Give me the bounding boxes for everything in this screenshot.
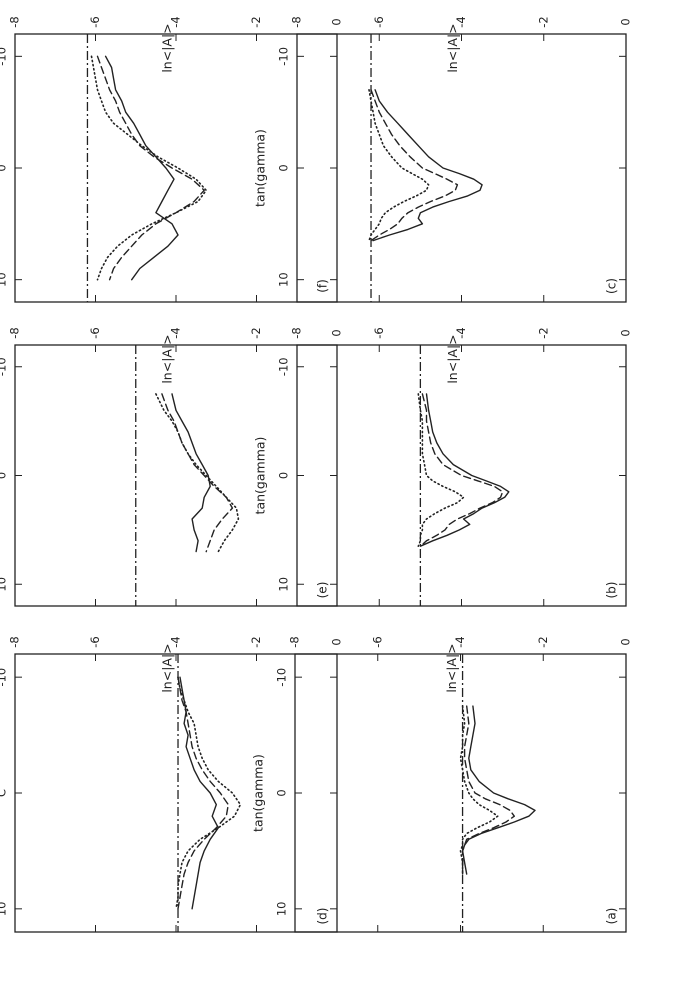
x-tick-label: 0 [275, 789, 289, 796]
panel-f: -10 0 10 0 -2 -4 -6 -8 tan(gamma) ln<|A|> (f) [0, 16, 344, 303]
series-line-dashed [96, 55, 205, 281]
x-tick-label: -10 [277, 357, 291, 376]
y-tick-label: -2 [536, 16, 550, 27]
panel-label: (f) [316, 279, 330, 293]
x-tick-label: -10 [0, 47, 9, 66]
x-tick-label: 10 [0, 902, 9, 917]
y-tick-label: -4 [454, 16, 468, 27]
y-tick-label: -8 [290, 327, 304, 338]
y-axis-title: ln<|A|> [445, 23, 460, 72]
y-tick-label: -2 [249, 327, 263, 338]
x-tick-label: -10 [0, 668, 9, 687]
panel-a: -10 0 10 0 -2 -4 -6 -8 tan(gamma) ln<|A|> (a) [251, 636, 633, 933]
series-line-dotted [459, 705, 499, 875]
x-tick-label: 0 [277, 472, 291, 479]
y-tick-label: -4 [453, 636, 467, 647]
panel-c: -10 0 10 0 -2 -4 -6 -8 tan(gamma) ln<|A|> (c) [253, 16, 633, 303]
x-tick-label: 10 [277, 272, 291, 287]
y-axis-title: ln<|A|> [160, 334, 175, 383]
x-tick-label: 0 [0, 472, 9, 479]
series-line-solid [104, 55, 179, 281]
panel-label: (c) [605, 278, 619, 294]
y-tick-label: 0 [330, 329, 344, 336]
x-tick-label: 10 [0, 577, 9, 592]
y-tick-label: 0 [619, 329, 633, 336]
y-tick-label: 0 [619, 638, 633, 645]
panel-d: -10 C 10 0 -2 -4 -6 -8 tan(gamma) ln<|A|> (d) [0, 636, 344, 933]
x-tick-label: 10 [275, 902, 289, 917]
y-tick-label: 0 [330, 18, 344, 25]
y-tick-label: -8 [8, 327, 22, 338]
x-axis-title: tan(gamma) [251, 754, 266, 832]
series-line-dashed [419, 393, 504, 547]
x-tick-label: 0 [0, 164, 9, 171]
y-tick-label: 0 [330, 638, 344, 645]
x-tick-label: 10 [277, 577, 291, 592]
y-tick-label: -2 [536, 636, 550, 647]
x-tick-label: C [0, 789, 9, 797]
series-line-solid [179, 676, 219, 910]
y-axis-title: ln<|A|> [160, 23, 175, 72]
y-tick-label: -2 [249, 636, 263, 647]
series-line-solid [372, 89, 483, 242]
y-tick-label: -2 [249, 16, 263, 27]
series-line-dotted [90, 55, 207, 281]
y-tick-label: -2 [536, 327, 550, 338]
y-tick-label: -6 [372, 16, 386, 27]
panel-label: (a) [605, 908, 619, 925]
y-axis-title: ln<|A|> [160, 643, 175, 692]
series-line-dashed [161, 393, 234, 553]
y-tick-label: -4 [169, 636, 183, 647]
y-axis-title: ln<|A|> [444, 643, 459, 692]
x-axis-title: tan(gamma) [253, 437, 268, 515]
y-tick-label: -6 [370, 636, 384, 647]
y-tick-label: -8 [8, 636, 22, 647]
panel-label: (b) [605, 582, 619, 599]
y-tick-label: -6 [88, 327, 102, 338]
panel-e: -10 0 10 0 -2 -4 -6 -8 tan(gamma) ln<|A|> (e) [0, 327, 344, 607]
x-tick-label: 10 [0, 272, 9, 287]
series-line-dotted [175, 676, 242, 910]
y-tick-label: -8 [288, 636, 302, 647]
series-line-dotted [155, 393, 240, 553]
y-axis-title: ln<|A|> [445, 334, 460, 383]
x-tick-label: -10 [0, 357, 9, 376]
x-tick-label: -10 [275, 668, 289, 687]
series-line-dashed [177, 676, 229, 910]
y-tick-label: -6 [88, 16, 102, 27]
y-tick-label: 0 [619, 18, 633, 25]
x-tick-label: -10 [277, 47, 291, 66]
series-line-dotted [417, 393, 465, 547]
series-line-dotted [368, 89, 430, 242]
panel-b: -10 0 10 0 -2 -4 -6 -8 tan(gamma) ln<|A|> (b) [253, 327, 633, 607]
series-line-solid [419, 393, 510, 547]
y-tick-label: -4 [169, 327, 183, 338]
series-line-dashed [370, 89, 459, 242]
y-tick-label: -8 [8, 16, 22, 27]
x-tick-label: 0 [277, 164, 291, 171]
x-axis-title: tan(gamma) [253, 129, 268, 207]
chart-grid: -10 0 10 0 -2 -4 -6 -8 tan(gamma) ln<|A|> (a) -10 0 1… [0, 16, 633, 933]
y-tick-label: -4 [169, 16, 183, 27]
series-line-dashed [461, 705, 515, 875]
y-tick-label: -8 [290, 16, 304, 27]
series-line-solid [171, 393, 211, 553]
panel-label: (e) [316, 582, 330, 599]
panel-label: (d) [316, 908, 330, 925]
y-tick-label: -6 [88, 636, 102, 647]
y-tick-label: -6 [372, 327, 386, 338]
y-tick-label: -4 [454, 327, 468, 338]
